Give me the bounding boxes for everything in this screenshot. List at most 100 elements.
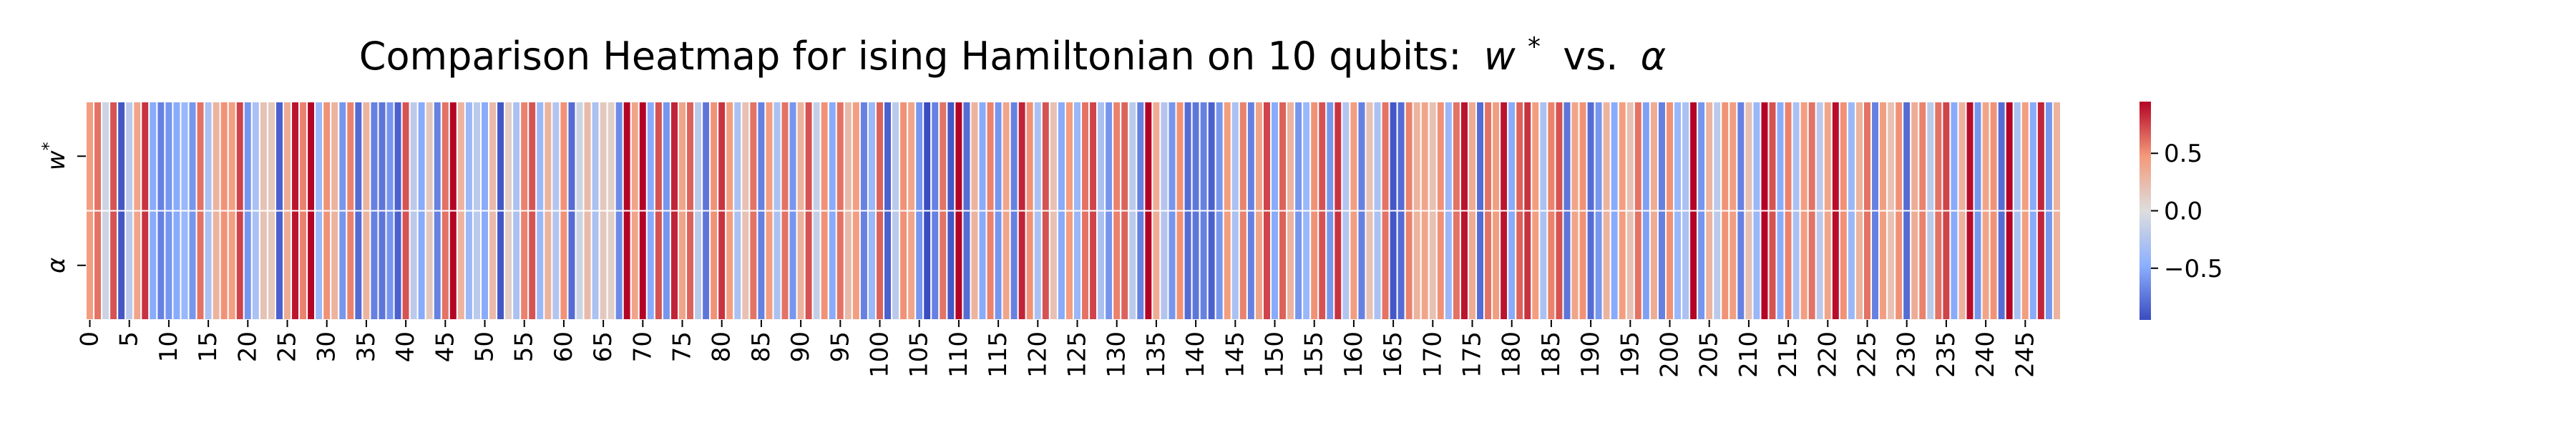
heatmap-cell	[1682, 211, 1689, 321]
heatmap-cell	[1365, 102, 1373, 211]
heatmap-cell	[370, 211, 378, 321]
heatmap-cell	[1611, 211, 1619, 321]
x-tick-label: 225	[1853, 331, 1882, 378]
heatmap-cell	[1729, 102, 1737, 211]
x-tick-label: 145	[1221, 331, 1249, 378]
heatmap-cell	[813, 211, 821, 321]
heatmap-cell	[1619, 102, 1626, 211]
heatmap-cell	[338, 102, 346, 211]
heatmap-cell	[1879, 211, 1887, 321]
heatmap-cell	[1034, 102, 1042, 211]
heatmap-cell	[512, 211, 520, 321]
heatmap-cell	[899, 211, 907, 321]
heatmap-cell	[995, 102, 1002, 211]
heatmap-cell	[520, 211, 528, 321]
heatmap-cell	[915, 102, 923, 211]
y-tick-label: w*	[39, 142, 71, 170]
heatmap-cell	[2014, 102, 2021, 211]
heatmap-cell	[260, 211, 268, 321]
heatmap-cell	[1374, 211, 1382, 321]
heatmap-cell	[497, 102, 504, 211]
heatmap-cell	[1934, 211, 1942, 321]
heatmap-cell	[1587, 102, 1595, 211]
heatmap-cell	[1271, 211, 1279, 321]
heatmap-cell	[1144, 211, 1152, 321]
heatmap-cell	[441, 211, 449, 321]
heatmap-cell	[1302, 102, 1310, 211]
heatmap-cell	[1034, 211, 1042, 321]
heatmap-cell	[86, 211, 94, 321]
heatmap-cell	[765, 211, 773, 321]
heatmap-cell	[117, 102, 125, 211]
heatmap-cell	[1998, 211, 2006, 321]
heatmap-cell	[1539, 102, 1547, 211]
colorbar-tick-label: 0.0	[2164, 198, 2202, 226]
heatmap-cell	[1026, 211, 1034, 321]
heatmap-cell	[631, 211, 639, 321]
heatmap-cell	[1887, 102, 1895, 211]
heatmap-cell	[1745, 211, 1752, 321]
heatmap-cell	[1437, 102, 1445, 211]
heatmap-cell	[323, 211, 331, 321]
heatmap-cell	[410, 102, 418, 211]
heatmap-cell	[844, 102, 852, 211]
heatmap-cell	[947, 211, 955, 321]
heatmap-cell	[1050, 102, 1058, 211]
heatmap-cell	[1982, 102, 1990, 211]
heatmap-cell	[536, 102, 544, 211]
heatmap-cell	[1808, 211, 1816, 321]
colorbar-tick-label: 0.5	[2164, 140, 2202, 168]
heatmap-cell	[813, 102, 821, 211]
heatmap-cell	[615, 211, 623, 321]
heatmap-cell	[165, 102, 172, 211]
heatmap-cell	[1571, 211, 1579, 321]
heatmap-cell	[923, 211, 931, 321]
heatmap-cell	[552, 102, 560, 211]
heatmap-cell	[2029, 102, 2037, 211]
heatmap-cell	[283, 102, 291, 211]
heatmap-cell	[362, 211, 370, 321]
heatmap-cell	[1350, 102, 1357, 211]
heatmap-cell	[773, 211, 781, 321]
heatmap-cell	[1918, 211, 1926, 321]
heatmap-cell	[749, 102, 757, 211]
heatmap-cell	[686, 211, 694, 321]
heatmap-cell	[1555, 102, 1563, 211]
heatmap-cell	[567, 102, 575, 211]
heatmap-cell	[418, 211, 426, 321]
heatmap-cell	[702, 102, 710, 211]
heatmap-cell	[1152, 102, 1160, 211]
x-tick-label: 5	[115, 331, 144, 347]
heatmap-cell	[1405, 211, 1413, 321]
heatmap-cell	[797, 102, 805, 211]
heatmap-cell	[710, 102, 718, 211]
heatmap-cell	[291, 211, 299, 321]
heatmap-cell	[1231, 102, 1239, 211]
heatmap-cell	[1642, 102, 1650, 211]
x-tick-label: 170	[1418, 331, 1447, 378]
heatmap-cell	[1990, 102, 1998, 211]
heatmap-cell	[2021, 211, 2029, 321]
heatmap-cell	[1697, 211, 1705, 321]
heatmap-cell	[544, 102, 552, 211]
heatmap-cell	[1144, 102, 1152, 211]
heatmap-cell	[1121, 211, 1128, 321]
heatmap-cell	[1903, 102, 1911, 211]
x-tick-label: 115	[984, 331, 1013, 378]
heatmap-cell	[899, 102, 907, 211]
heatmap-cell	[362, 102, 370, 211]
heatmap-cell	[1200, 211, 1208, 321]
x-tick-label: 185	[1537, 331, 1566, 378]
heatmap-cell	[378, 102, 386, 211]
heatmap-cell	[1081, 102, 1089, 211]
heatmap-cell	[600, 102, 608, 211]
x-tick-label: 30	[313, 331, 341, 362]
heatmap-cell	[1966, 211, 1974, 321]
heatmap-cell	[441, 102, 449, 211]
heatmap-cell	[1058, 211, 1065, 321]
heatmap-cell	[125, 211, 133, 321]
heatmap-cell	[1879, 102, 1887, 211]
heatmap-cell	[1658, 102, 1666, 211]
heatmap-cell	[1121, 102, 1128, 211]
heatmap-cell	[1089, 102, 1097, 211]
